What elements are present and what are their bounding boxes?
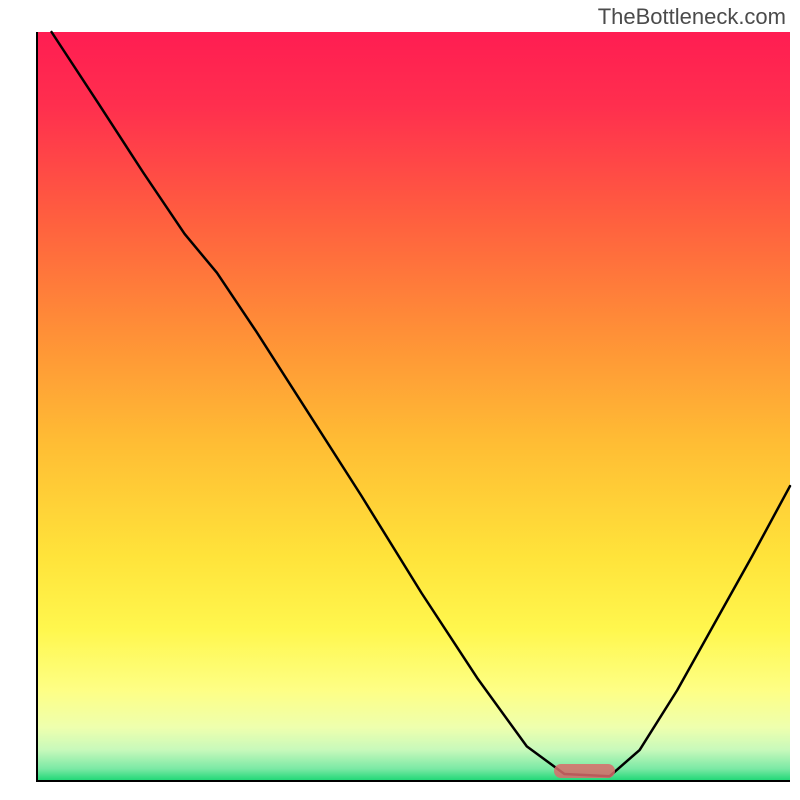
optimal-marker <box>554 764 614 778</box>
bottleneck-curve <box>52 32 790 776</box>
curve-layer <box>38 32 790 780</box>
watermark-text: TheBottleneck.com <box>598 4 786 30</box>
plot-frame <box>36 32 790 782</box>
